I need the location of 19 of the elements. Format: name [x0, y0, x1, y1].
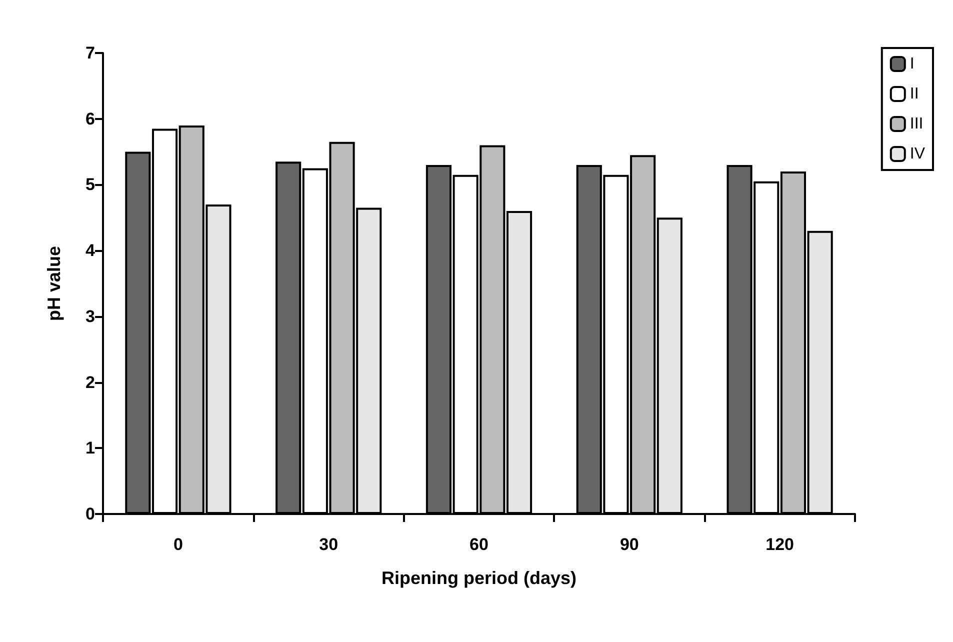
y-tick-label: 3 [86, 306, 95, 326]
legend-label: I [910, 56, 914, 72]
x-tick-label: 30 [319, 535, 338, 554]
y-tick-label: 1 [86, 438, 95, 458]
x-axis-title: Ripening period (days) [381, 568, 577, 588]
y-tick-label: 0 [86, 504, 95, 524]
y-tick-label: 5 [86, 175, 95, 194]
x-tick-label: 0 [173, 535, 183, 554]
x-tick-label: 90 [620, 535, 639, 554]
legend-label: IV [910, 146, 926, 162]
y-tick-label: 2 [86, 372, 95, 392]
y-tick-label: 4 [86, 241, 96, 260]
y-axis-title: pH value [44, 246, 64, 322]
x-tick-label: 120 [766, 535, 794, 554]
legend-label: II [910, 86, 919, 102]
y-tick-label: 6 [86, 109, 95, 128]
legend-label: III [910, 116, 924, 132]
x-tick-label: 60 [470, 535, 488, 554]
y-tick-label: 7 [86, 44, 95, 62]
